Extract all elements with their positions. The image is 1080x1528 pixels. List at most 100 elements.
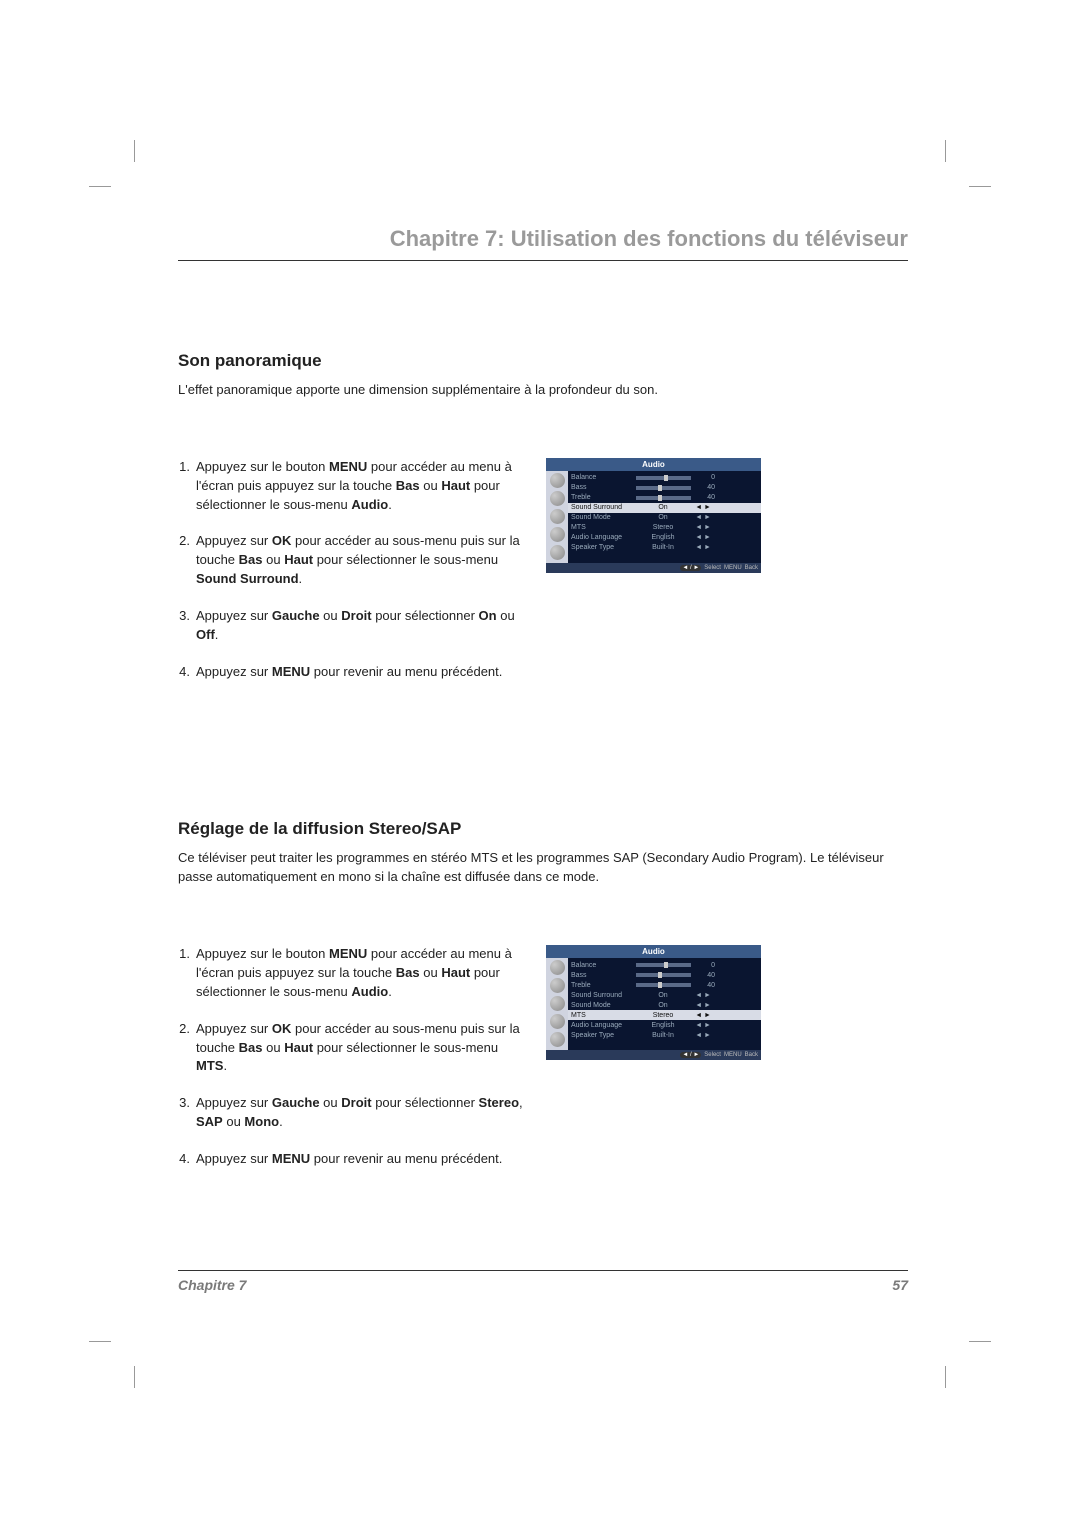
menu-item-label: Sound Mode bbox=[571, 1002, 633, 1009]
menu-tab-icon bbox=[550, 527, 565, 542]
menu-item-value: English bbox=[633, 1022, 693, 1029]
step: 3.Appuyez sur Gauche ou Droit pour sélec… bbox=[178, 1094, 528, 1132]
menu-item-label: Bass bbox=[571, 972, 633, 979]
menu-screenshot-1: Audio Balance 0 Bass40Treble40Sound Surroun… bbox=[546, 458, 761, 573]
arrows-icon: ◄ ► bbox=[693, 1002, 711, 1009]
menu-tab-icon bbox=[550, 996, 565, 1011]
menu-item: Speaker TypeBuilt-In◄ ► bbox=[568, 543, 761, 553]
menu-item-label: Sound Surround bbox=[571, 992, 633, 999]
step: 3.Appuyez sur Gauche ou Droit pour sélec… bbox=[178, 607, 528, 645]
menu-item: Treble40 bbox=[568, 980, 761, 990]
crop-mark bbox=[969, 186, 991, 187]
menu-item-value: On bbox=[633, 504, 693, 511]
slider-value: 0 bbox=[695, 474, 715, 481]
menu-item-label: Sound Mode bbox=[571, 514, 633, 521]
step: 4.Appuyez sur MENU pour revenir au menu … bbox=[178, 663, 528, 682]
slider-track bbox=[636, 476, 691, 480]
menu-item: Audio LanguageEnglish◄ ► bbox=[568, 533, 761, 543]
menu-item-value: Stereo bbox=[633, 524, 693, 531]
menu-item-label: Speaker Type bbox=[571, 544, 633, 551]
arrows-icon: ◄ ► bbox=[693, 1012, 711, 1019]
slider-track bbox=[636, 983, 691, 987]
crop-mark bbox=[945, 140, 946, 162]
menu-tab-icon bbox=[550, 978, 565, 993]
arrows-icon: ◄ ► bbox=[693, 1032, 711, 1039]
slider-thumb bbox=[658, 982, 662, 988]
menu-icon-rail bbox=[546, 958, 568, 1050]
section1-steps: 1.Appuyez sur le bouton MENU pour accéde… bbox=[178, 458, 528, 700]
menu-item-label: Balance bbox=[571, 962, 633, 969]
step-num: 4. bbox=[178, 663, 196, 682]
arrows-icon: ◄ ► bbox=[693, 992, 711, 999]
step-num: 2. bbox=[178, 1020, 196, 1077]
menu-title: Audio bbox=[546, 458, 761, 471]
section-intro-2: Ce téléviser peut traiter les programmes… bbox=[178, 849, 908, 887]
arrows-icon: ◄ ► bbox=[693, 1022, 711, 1029]
footer-back: Back bbox=[745, 1052, 758, 1058]
slider-track bbox=[636, 486, 691, 490]
menu-item: Bass40 bbox=[568, 483, 761, 493]
step-num: 1. bbox=[178, 945, 196, 1002]
menu-tab-icon bbox=[550, 509, 565, 524]
menu-tab-icon bbox=[550, 545, 565, 560]
step: 2.Appuyez sur OK pour accéder au sous-me… bbox=[178, 532, 528, 589]
menu-item-value: Built-In bbox=[633, 544, 693, 551]
footer-menu: MENU bbox=[724, 1052, 742, 1058]
menu-item-label: Sound Surround bbox=[571, 504, 633, 511]
slider-thumb bbox=[664, 475, 668, 481]
menu-item-value: On bbox=[633, 992, 693, 999]
section2-columns: 1.Appuyez sur le bouton MENU pour accéde… bbox=[178, 945, 908, 1187]
slider-value: 40 bbox=[695, 982, 715, 989]
menu-item-label: MTS bbox=[571, 524, 633, 531]
footer-menu: MENU bbox=[724, 565, 742, 571]
slider-value: 40 bbox=[695, 484, 715, 491]
menu-item-value: On bbox=[633, 1002, 693, 1009]
step-num: 4. bbox=[178, 1150, 196, 1169]
section-title-2: Réglage de la diffusion Stereo/SAP bbox=[178, 819, 908, 839]
step-text: Appuyez sur OK pour accéder au sous-menu… bbox=[196, 1020, 528, 1077]
section2-steps: 1.Appuyez sur le bouton MENU pour accéde… bbox=[178, 945, 528, 1187]
menu-item-label: Balance bbox=[571, 474, 633, 481]
footer-arrows: ◄ / ► bbox=[680, 1052, 701, 1058]
step-num: 2. bbox=[178, 532, 196, 589]
slider-track bbox=[636, 963, 691, 967]
section1-columns: 1.Appuyez sur le bouton MENU pour accéde… bbox=[178, 458, 908, 700]
step-text: Appuyez sur le bouton MENU pour accéder … bbox=[196, 945, 528, 1002]
menu-item: MTSStereo◄ ► bbox=[568, 1010, 761, 1020]
menu-item: Speaker TypeBuilt-In◄ ► bbox=[568, 1030, 761, 1040]
step: 1.Appuyez sur le bouton MENU pour accéde… bbox=[178, 458, 528, 515]
menu-item: Treble40 bbox=[568, 493, 761, 503]
menu-item-label: Speaker Type bbox=[571, 1032, 633, 1039]
menu-item: Bass40 bbox=[568, 970, 761, 980]
step: 4.Appuyez sur MENU pour revenir au menu … bbox=[178, 1150, 528, 1169]
arrows-icon: ◄ ► bbox=[693, 534, 711, 541]
arrows-icon: ◄ ► bbox=[693, 544, 711, 551]
crop-mark bbox=[134, 140, 135, 162]
slider-value: 40 bbox=[695, 494, 715, 501]
menu-tab-icon bbox=[550, 473, 565, 488]
menu-footer: ◄ / ►SelectMENUBack bbox=[546, 1050, 761, 1060]
menu-title: Audio bbox=[546, 945, 761, 958]
step-num: 3. bbox=[178, 1094, 196, 1132]
arrows-icon: ◄ ► bbox=[693, 514, 711, 521]
menu-item: Sound ModeOn◄ ► bbox=[568, 513, 761, 523]
section-intro-1: L'effet panoramique apporte une dimensio… bbox=[178, 381, 908, 400]
section-title-1: Son panoramique bbox=[178, 351, 908, 371]
menu-item: Balance 0 bbox=[568, 473, 761, 483]
menu-tab-icon bbox=[550, 1032, 565, 1047]
arrows-icon: ◄ ► bbox=[693, 524, 711, 531]
menu-item: MTSStereo◄ ► bbox=[568, 523, 761, 533]
slider-track bbox=[636, 496, 691, 500]
page-body: Chapitre 7: Utilisation des fonctions du… bbox=[178, 226, 908, 1307]
menu-item-label: MTS bbox=[571, 1012, 633, 1019]
menu-icon-rail bbox=[546, 471, 568, 563]
slider-thumb bbox=[658, 495, 662, 501]
crop-mark bbox=[945, 1366, 946, 1388]
menu-item: Sound SurroundOn◄ ► bbox=[568, 503, 761, 513]
footer-select: Select bbox=[704, 1052, 721, 1058]
slider-thumb bbox=[658, 485, 662, 491]
menu-item-value: English bbox=[633, 534, 693, 541]
menu-tab-icon bbox=[550, 1014, 565, 1029]
menu-item-label: Audio Language bbox=[571, 1022, 633, 1029]
step-num: 1. bbox=[178, 458, 196, 515]
